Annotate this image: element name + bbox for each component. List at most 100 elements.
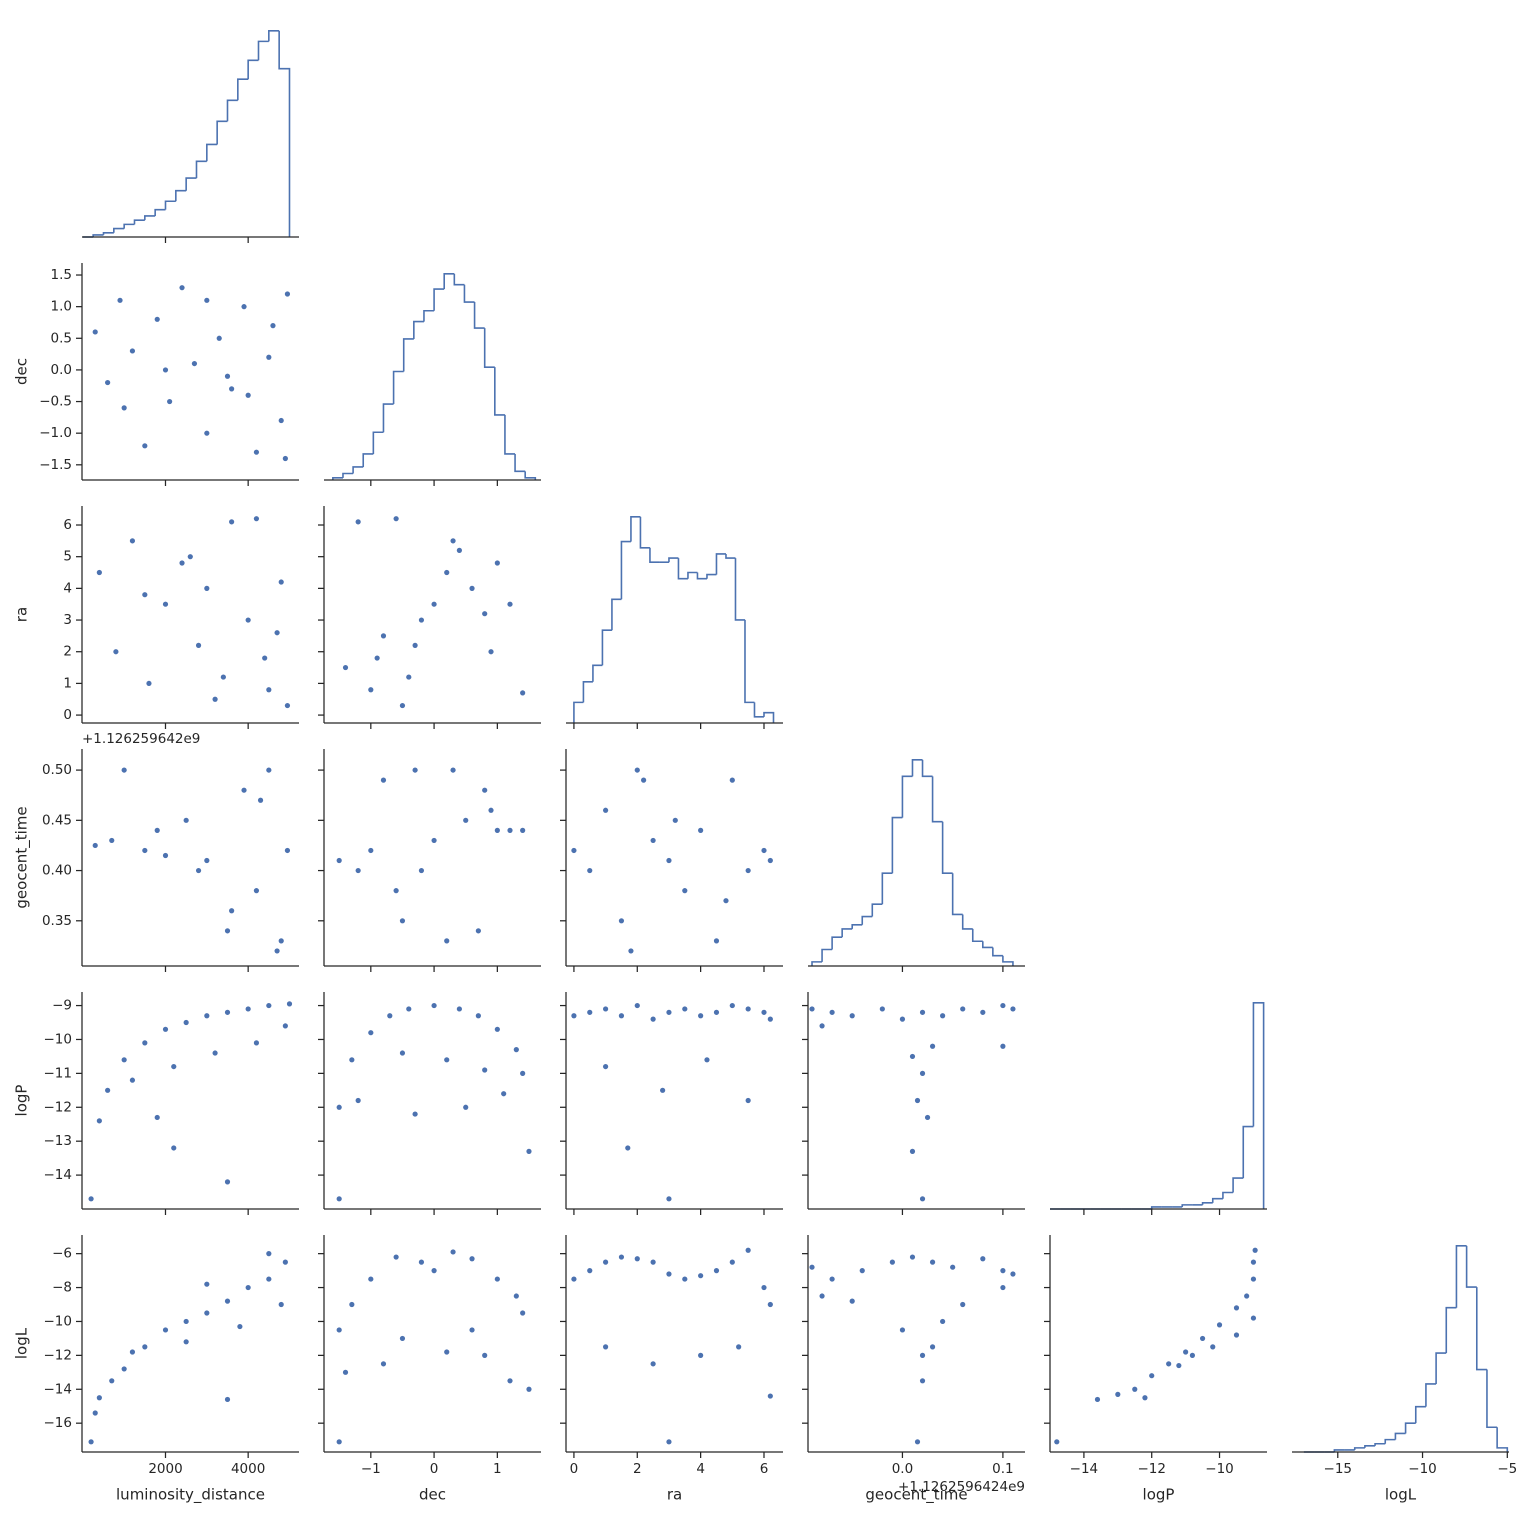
histogram-step bbox=[1486, 1369, 1498, 1429]
y-tick-label: 0.35 bbox=[42, 913, 72, 929]
histogram-step bbox=[931, 776, 943, 823]
histogram-step bbox=[514, 453, 526, 473]
scatter-point bbox=[456, 1006, 462, 1012]
scatter-point bbox=[142, 443, 148, 449]
scatter-point bbox=[929, 1344, 936, 1350]
histogram-step bbox=[164, 200, 176, 210]
histogram-step bbox=[763, 711, 775, 723]
scatter-point bbox=[216, 335, 222, 341]
scatter-point bbox=[924, 1114, 931, 1121]
histogram-step bbox=[453, 273, 465, 286]
scatter-point bbox=[129, 538, 136, 544]
scatter-point bbox=[412, 642, 418, 648]
scatter-point bbox=[1176, 1362, 1182, 1369]
scatter-point bbox=[444, 1057, 450, 1063]
scatter-point bbox=[183, 1019, 189, 1026]
histogram-step bbox=[504, 414, 516, 455]
scatter-point bbox=[602, 1259, 609, 1265]
histogram-step bbox=[1425, 1383, 1437, 1407]
scatter-point bbox=[224, 1009, 231, 1015]
y-axis-label: ra bbox=[13, 607, 31, 622]
scatter-point bbox=[829, 1276, 835, 1282]
scatter-point bbox=[444, 569, 450, 576]
scatter-point bbox=[745, 1097, 751, 1104]
scatter-point bbox=[767, 1301, 773, 1308]
scatter-point bbox=[713, 1009, 720, 1015]
scatter-point bbox=[162, 1026, 169, 1032]
scatter-point bbox=[761, 847, 767, 854]
scatter-point bbox=[278, 938, 284, 944]
scatter-point bbox=[380, 633, 387, 639]
scatter-point bbox=[919, 1196, 926, 1202]
x-tick-label: 1 bbox=[493, 1461, 502, 1477]
histogram-step bbox=[154, 208, 166, 216]
histogram-step bbox=[433, 288, 445, 311]
scatter-point bbox=[488, 807, 494, 813]
x-tick-label: 2000 bbox=[148, 1461, 182, 1477]
scatter-point bbox=[204, 1013, 210, 1019]
scatter-point bbox=[142, 592, 148, 598]
y-tick-label: −14 bbox=[44, 1167, 73, 1183]
histogram-step bbox=[133, 219, 145, 225]
scatter-point bbox=[526, 1148, 532, 1154]
y-tick-label: −11 bbox=[44, 1065, 73, 1081]
x-axis-label: logP bbox=[1143, 1486, 1175, 1504]
scatter-point bbox=[520, 1070, 526, 1076]
x-axis-label: luminosity_distance bbox=[116, 1486, 265, 1505]
scatter-point bbox=[1010, 1271, 1016, 1277]
scatter-point bbox=[463, 817, 469, 823]
scatter-point bbox=[526, 1386, 532, 1392]
histogram-step bbox=[332, 477, 343, 480]
scatter-point bbox=[513, 1047, 519, 1053]
scatter-point bbox=[355, 1097, 361, 1104]
scatter-point bbox=[224, 928, 231, 934]
scatter-point bbox=[282, 1023, 288, 1029]
scatter-point bbox=[266, 1276, 272, 1282]
scatter-point bbox=[406, 674, 412, 680]
scatter-point bbox=[282, 455, 288, 462]
scatter-point bbox=[602, 1344, 609, 1350]
histogram-step bbox=[392, 370, 404, 405]
histogram-step bbox=[734, 558, 745, 621]
scatter-point bbox=[929, 1043, 936, 1049]
histogram-step bbox=[1150, 1206, 1162, 1209]
histogram-step bbox=[1465, 1245, 1477, 1288]
scatter-point bbox=[368, 1030, 374, 1036]
scatter-point bbox=[349, 1301, 355, 1308]
histogram-step bbox=[216, 120, 228, 145]
y-axis-label: logP bbox=[13, 1085, 31, 1117]
y-tick-label: 1 bbox=[63, 675, 72, 691]
histogram-step bbox=[951, 873, 963, 916]
scatter-point bbox=[475, 1013, 481, 1019]
histogram-step bbox=[352, 466, 364, 474]
scatter-point bbox=[520, 1310, 526, 1316]
scatter-point bbox=[224, 373, 231, 379]
scatter-point bbox=[488, 649, 494, 655]
scatter-point bbox=[475, 928, 481, 934]
scatter-point bbox=[919, 1378, 926, 1384]
scatter-point bbox=[1132, 1386, 1138, 1392]
scatter-point bbox=[284, 847, 291, 854]
histogram-step bbox=[1414, 1405, 1426, 1424]
scatter-point bbox=[154, 827, 160, 833]
scatter-point bbox=[704, 1057, 710, 1063]
scatter-point bbox=[1250, 1315, 1257, 1321]
histogram-step bbox=[921, 759, 933, 778]
scatter-point bbox=[129, 1077, 136, 1083]
histogram-step bbox=[102, 231, 114, 235]
scatter-point bbox=[171, 1063, 177, 1070]
y-tick-label: −1.5 bbox=[39, 457, 72, 473]
scatter-point bbox=[431, 1002, 437, 1009]
scatter-point bbox=[183, 817, 189, 823]
x-tick-label: 4 bbox=[696, 1461, 705, 1477]
scatter-point bbox=[602, 807, 609, 813]
histogram-step bbox=[715, 553, 726, 575]
y-tick-label: 3 bbox=[63, 612, 72, 628]
scatter-point bbox=[431, 601, 437, 607]
scatter-point bbox=[1216, 1322, 1223, 1328]
histogram-step bbox=[185, 177, 197, 191]
scatter-point bbox=[204, 297, 210, 303]
y-tick-label: 0.5 bbox=[51, 330, 72, 346]
histogram-step bbox=[483, 328, 495, 368]
scatter-point bbox=[1250, 1259, 1257, 1265]
